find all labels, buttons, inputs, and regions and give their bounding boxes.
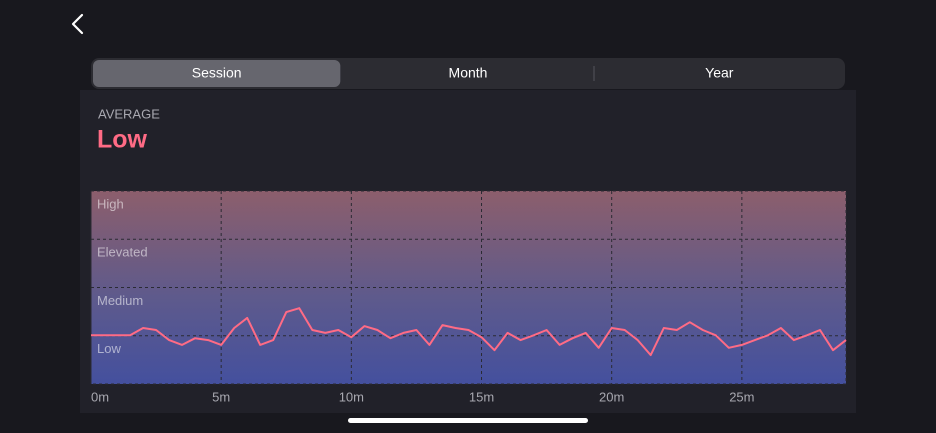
x-tick-label: 0m (91, 389, 109, 404)
x-tick-label: 5m (212, 389, 230, 404)
y-tick-label: Low (97, 341, 121, 356)
summary-label: AVERAGE (98, 106, 160, 121)
x-tick-label: 25m (729, 389, 754, 404)
tab[interactable]: Session (192, 65, 242, 81)
tab[interactable]: Month (449, 65, 488, 81)
selected-tab-bg (93, 60, 341, 87)
tab[interactable]: Year (705, 65, 734, 81)
summary-value: Low (97, 126, 148, 154)
home-indicator (348, 418, 588, 423)
plot-background (91, 191, 846, 384)
y-tick-label: Medium (97, 293, 143, 308)
y-tick-label: High (97, 196, 124, 211)
x-tick-label: 20m (599, 389, 624, 404)
x-tick-label: 10m (339, 389, 364, 404)
x-tick-label: 15m (469, 389, 494, 404)
y-tick-label: Elevated (97, 245, 148, 260)
back-button[interactable] (71, 13, 84, 35)
data-line (91, 307, 847, 357)
